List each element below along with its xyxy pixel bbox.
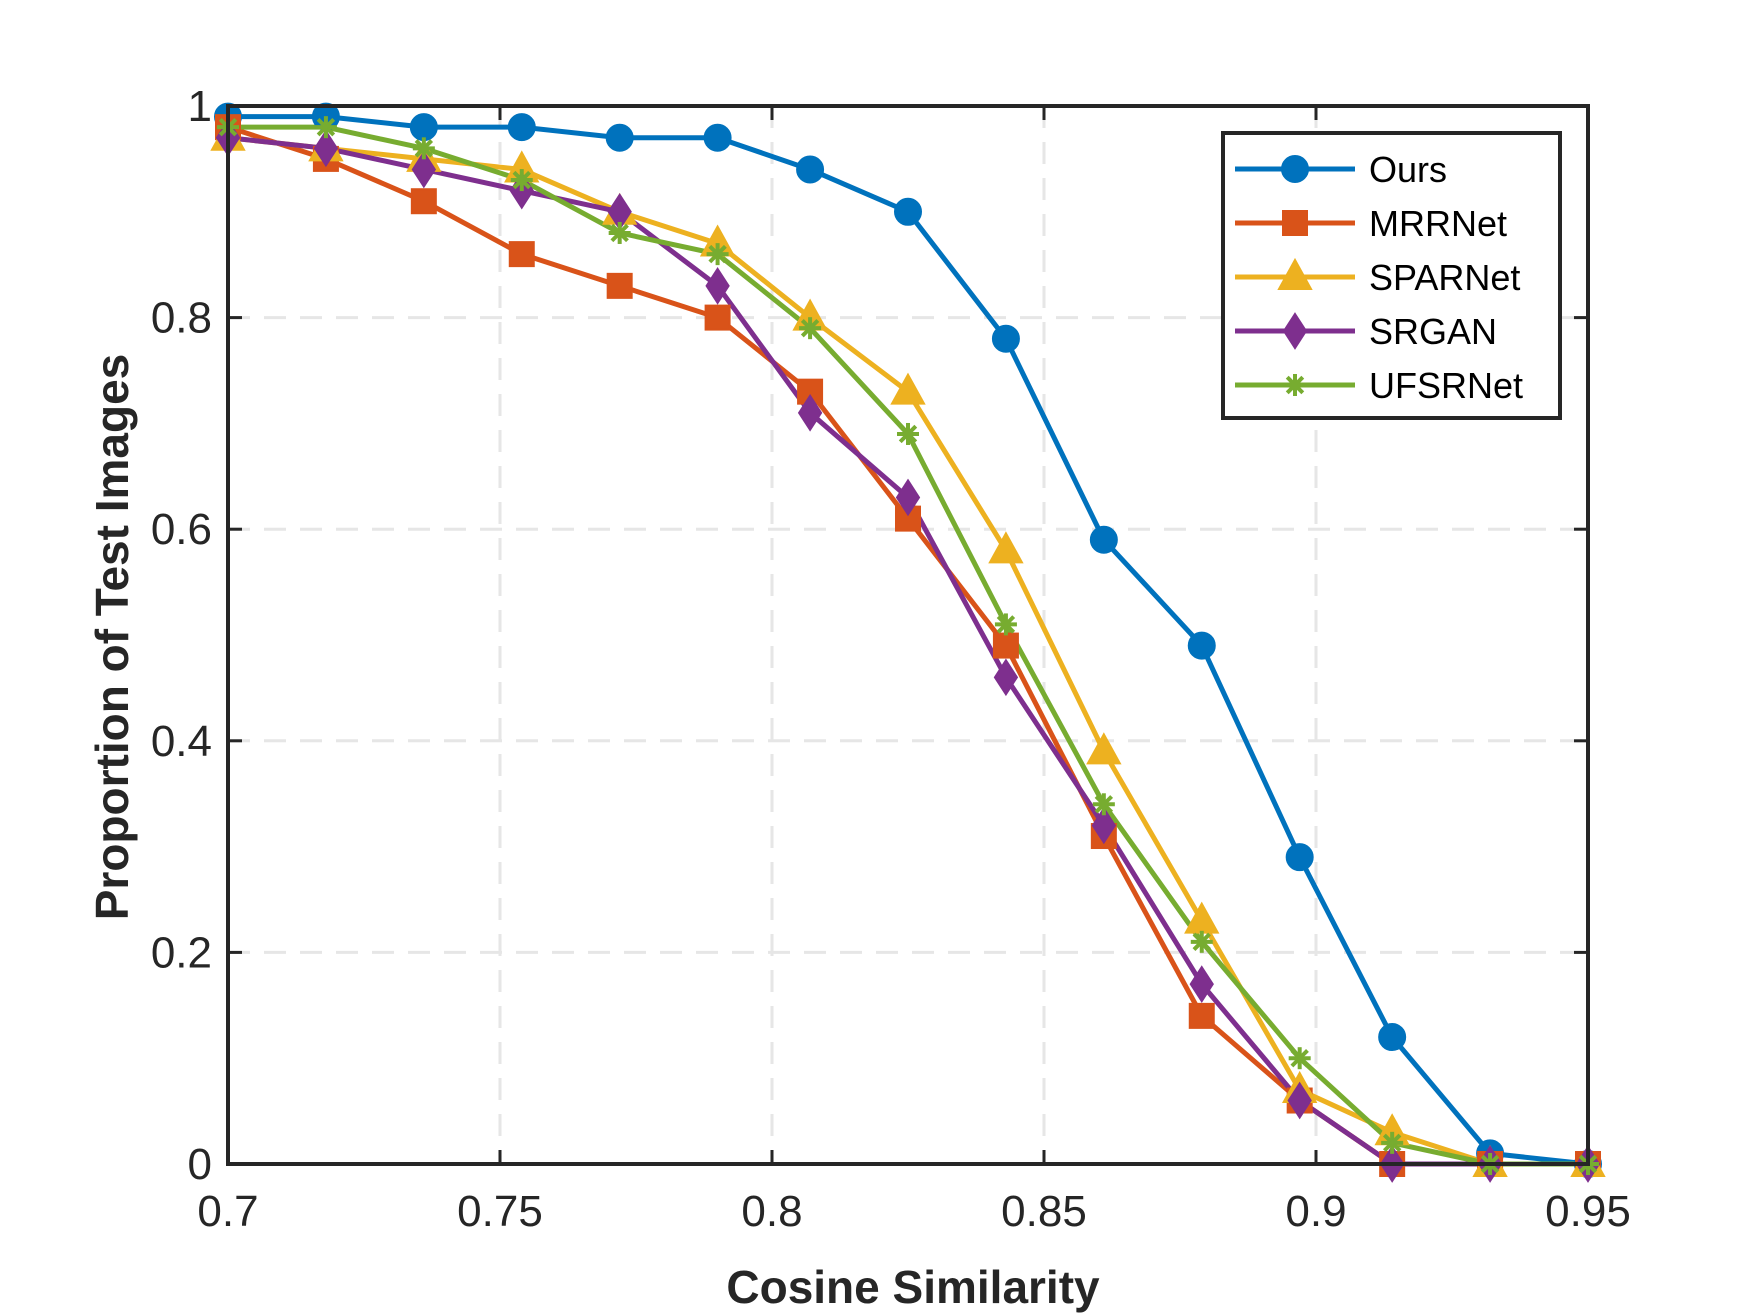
data-point-ufsrnet [1288, 1047, 1311, 1070]
data-point-mrrnet [704, 304, 731, 331]
data-point-ours [894, 197, 922, 226]
data-point-mrrnet [606, 272, 633, 299]
data-point-ours [991, 324, 1020, 353]
data-point-srgan [1189, 965, 1214, 1003]
y-tick-label: 0.4 [151, 717, 212, 766]
x-tick-label: 0.8 [741, 1187, 802, 1236]
plot-box [226, 104, 1590, 1166]
data-point-ours [605, 123, 634, 152]
x-axis-title: Cosine Similarity [726, 1261, 1100, 1313]
data-point-ufsrnet [994, 613, 1017, 636]
axes-frame [226, 104, 1590, 1166]
data-point-srgan [313, 129, 339, 168]
data-point-ours [703, 123, 732, 152]
y-tick-labels: 0 0.2 0.4 0.6 0.8 1 [151, 82, 212, 1189]
y-tick-label: 0.8 [151, 294, 212, 343]
legend-label-ours: Ours [1369, 149, 1447, 190]
x-tick-label: 0.95 [1545, 1187, 1631, 1236]
data-point-ufsrnet [706, 243, 729, 266]
y-tick-label: 1 [188, 82, 212, 131]
legend-label-srgan: SRGAN [1369, 311, 1497, 352]
legend-marker-sparnet [1277, 257, 1313, 290]
data-point-mrrnet [895, 505, 921, 532]
data-point-srgan [797, 393, 823, 432]
y-tick-label: 0.6 [151, 505, 212, 554]
data-point-srgan [1091, 806, 1117, 845]
data-point-ufsrnet [1092, 793, 1115, 816]
data-point-srgan [1287, 1081, 1312, 1120]
data-point-mrrnet [410, 188, 437, 215]
legend-marker-mrrnet [1282, 210, 1308, 236]
y-axis-title: Proportion of Test Images [86, 354, 138, 921]
data-point-ufsrnet [1381, 1131, 1404, 1154]
data-point-ours [409, 113, 438, 142]
data-point-ours [1187, 631, 1216, 660]
legend-label-sparnet: SPARNet [1369, 257, 1520, 298]
legend-marker-ours [1281, 155, 1309, 183]
data-point-srgan [895, 478, 921, 517]
data-point-ufsrnet [314, 116, 337, 139]
legend-marker-ufsrnet [1284, 374, 1306, 396]
data-point-ours [1285, 843, 1314, 872]
x-tick-label: 0.9 [1285, 1187, 1346, 1236]
data-point-ufsrnet [412, 137, 435, 160]
tick-marks [226, 104, 1590, 1166]
y-tick-label: 0 [188, 1140, 212, 1189]
data-point-ours [507, 113, 536, 142]
x-tick-label: 0.7 [197, 1187, 258, 1236]
legend-label-mrrnet: MRRNet [1369, 203, 1507, 244]
grid-lines [228, 106, 1588, 1164]
data-point-srgan [411, 150, 437, 189]
legend-label-ufsrnet: UFSRNet [1369, 365, 1523, 406]
y-tick-label: 0.2 [151, 928, 212, 977]
legend-marker-srgan [1282, 312, 1308, 350]
x-tick-labels: 0.7 0.75 0.8 0.85 0.9 0.95 [197, 1187, 1630, 1236]
data-point-mrrnet [508, 241, 535, 268]
data-point-sparnet [890, 372, 926, 405]
data-point-ours [1378, 1023, 1407, 1052]
data-point-ours [796, 155, 825, 184]
x-tick-label: 0.85 [1001, 1187, 1087, 1236]
x-tick-label: 0.75 [457, 1187, 543, 1236]
data-point-sparnet [1086, 732, 1122, 765]
data-point-mrrnet [1188, 1002, 1215, 1029]
data-point-mrrnet [992, 632, 1019, 659]
data-point-sparnet [988, 531, 1024, 564]
data-point-ufsrnet [799, 317, 822, 340]
data-point-ufsrnet [897, 422, 919, 445]
data-point-ufsrnet [1190, 930, 1213, 953]
data-point-ours [1089, 525, 1118, 554]
data-point-srgan [993, 658, 1019, 697]
data-point-ufsrnet [608, 221, 631, 244]
data-point-ufsrnet [510, 169, 533, 192]
data-point-srgan [705, 267, 730, 305]
legend: Ours MRRNet SPARNet SRGAN UFSRNet [1221, 131, 1562, 420]
